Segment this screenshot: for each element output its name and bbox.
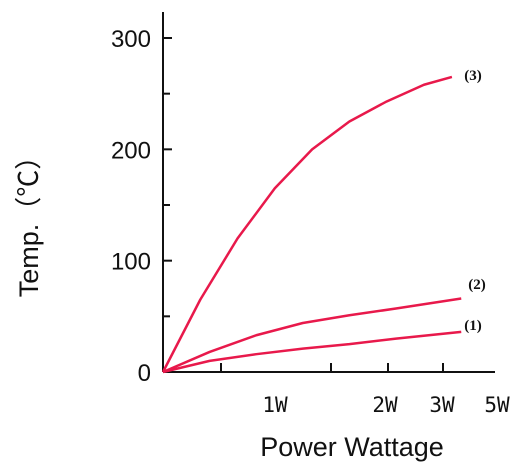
series-labels: (1) (2) (3) [464, 68, 486, 334]
chart-axes [162, 12, 495, 373]
series-label-1: (1) [464, 318, 482, 334]
y-axis-title: Temp.（℃） [14, 143, 44, 298]
tick-marks [163, 37, 444, 372]
x-tick-label: 5W [484, 393, 510, 417]
y-tick-label: 100 [111, 249, 151, 276]
x-axis-title: Power Wattage [260, 432, 444, 462]
y-tick-label: 0 [138, 360, 151, 387]
x-tick-label: 3W [429, 393, 455, 417]
series-line-3 [161, 75, 453, 373]
x-tick-label: 1W [262, 393, 288, 417]
series-line-2 [162, 297, 462, 374]
series-label-3: (3) [464, 68, 482, 84]
y-tick-label: 200 [111, 137, 151, 164]
series-lines [161, 75, 462, 374]
tick-labels: 0 100 200 300 1W 2W 3W 5W [111, 26, 510, 417]
series-line-1 [162, 330, 462, 374]
series-label-2: (2) [468, 277, 486, 293]
y-tick-label: 300 [111, 26, 151, 53]
x-tick-label: 2W [372, 393, 398, 417]
